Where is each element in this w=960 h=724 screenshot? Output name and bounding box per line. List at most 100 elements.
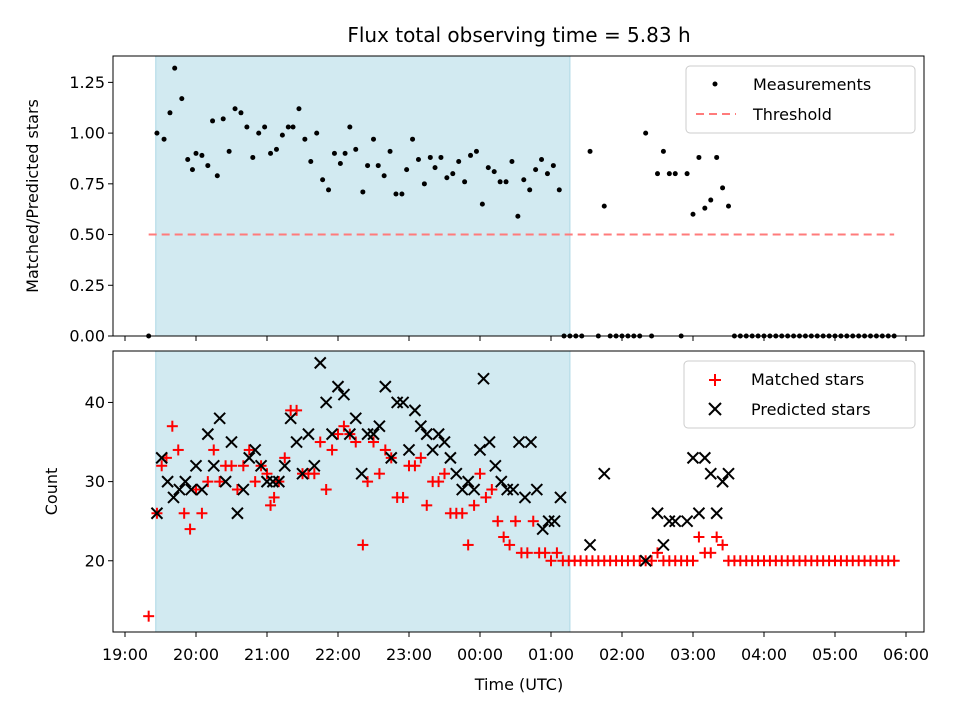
y-tick-label: 0.00 bbox=[69, 327, 105, 346]
predicted-star-point bbox=[467, 483, 481, 496]
x-tick-label: 01:00 bbox=[528, 645, 574, 664]
predicted-star-point bbox=[248, 443, 262, 457]
predicted-star-point bbox=[518, 491, 532, 504]
predicted-star-point bbox=[414, 419, 428, 433]
measurement-point bbox=[250, 154, 256, 160]
legend-label-predicted: Predicted stars bbox=[751, 400, 871, 419]
matched-star-point bbox=[279, 452, 291, 464]
matched-star-point bbox=[521, 547, 533, 559]
measurement-point bbox=[193, 150, 199, 156]
plot-frame-top bbox=[112, 55, 925, 337]
predicted-star-point bbox=[473, 443, 487, 457]
matched-star-point bbox=[705, 547, 717, 559]
measurement-point bbox=[154, 130, 160, 136]
matched-star-point bbox=[462, 539, 474, 551]
measurement-point bbox=[308, 159, 314, 165]
predicted-star-point bbox=[583, 538, 597, 552]
matched-star-point bbox=[166, 420, 178, 432]
measurement-point bbox=[189, 167, 195, 173]
legend-marker-measurements bbox=[712, 81, 718, 87]
panel-counts: 20 30 40 19:00 20:00 21:00 22:00 23:00 00:00 01:… bbox=[42, 350, 929, 664]
matched-star-point bbox=[350, 436, 362, 448]
predicted-star-point bbox=[231, 507, 244, 520]
measurement-point bbox=[643, 130, 649, 136]
x-tick-label: 04:00 bbox=[741, 645, 787, 664]
matched-star-point bbox=[646, 555, 658, 567]
measurement-point bbox=[161, 136, 167, 142]
predicted-star-point bbox=[319, 396, 333, 409]
matched-star-point bbox=[143, 610, 155, 622]
predicted-star-point bbox=[548, 514, 561, 528]
matched-star-point bbox=[693, 531, 705, 543]
predicted-star-point bbox=[349, 412, 362, 425]
x-tick-label: 21:00 bbox=[244, 645, 290, 664]
measurement-point bbox=[503, 179, 509, 185]
matched-star-point bbox=[208, 444, 220, 456]
measurement-point bbox=[450, 171, 456, 177]
measurement-point bbox=[314, 130, 320, 136]
measurement-point bbox=[256, 130, 262, 136]
predicted-star-point bbox=[201, 427, 215, 441]
y-tick-label: 0.50 bbox=[69, 225, 105, 244]
matched-star-point bbox=[156, 460, 168, 472]
predicted-star-point bbox=[207, 459, 220, 472]
y-tick-label: 40 bbox=[85, 393, 105, 412]
measurement-point bbox=[353, 146, 359, 152]
measurement-point bbox=[381, 173, 387, 179]
measurement-point bbox=[302, 136, 308, 142]
predicted-star-point bbox=[179, 475, 192, 488]
predicted-star-point bbox=[438, 435, 451, 449]
predicted-star-point bbox=[278, 459, 291, 472]
predicted-star-point bbox=[536, 522, 549, 536]
legend-label-measurements: Measurements bbox=[753, 75, 871, 94]
predicted-star-point bbox=[408, 404, 422, 417]
predicted-star-point bbox=[483, 435, 496, 449]
matched-star-point bbox=[397, 491, 409, 503]
matched-star-point bbox=[184, 523, 196, 535]
predicted-star-point bbox=[506, 483, 520, 496]
matched-star-point bbox=[888, 555, 900, 567]
measurement-point bbox=[432, 165, 438, 171]
measurement-point bbox=[371, 136, 376, 142]
measurement-point bbox=[262, 124, 268, 130]
predicted-star-point bbox=[477, 372, 490, 385]
predicted-star-point bbox=[379, 380, 392, 393]
predicted-star-point bbox=[260, 475, 274, 488]
shaded-observing-window bbox=[155, 55, 571, 337]
legend-label-threshold: Threshold bbox=[752, 105, 832, 124]
measurement-point bbox=[497, 179, 503, 185]
predicted-star-point bbox=[495, 475, 508, 488]
measurement-point bbox=[214, 173, 220, 179]
matched-star-point bbox=[409, 460, 421, 472]
predicted-star-point bbox=[213, 412, 226, 425]
predicted-star-point bbox=[325, 427, 339, 441]
matched-star-point bbox=[291, 404, 303, 416]
measurement-point bbox=[539, 156, 545, 162]
plot-frame-bottom bbox=[112, 350, 925, 633]
matched-star-point bbox=[172, 444, 184, 456]
x-tick-label: 06:00 bbox=[883, 645, 929, 664]
predicted-star-point bbox=[598, 467, 611, 480]
matched-star-point bbox=[415, 452, 427, 464]
measurement-point bbox=[410, 136, 416, 142]
measurement-point bbox=[393, 191, 399, 197]
predicted-star-point bbox=[173, 483, 186, 496]
measurement-point bbox=[556, 187, 562, 193]
matched-star-point bbox=[332, 428, 344, 440]
matched-star-point bbox=[243, 444, 255, 456]
measurement-point bbox=[331, 150, 337, 156]
matched-star-point bbox=[433, 476, 445, 488]
x-tick-label: 23:00 bbox=[386, 645, 432, 664]
y-axis-label-top: Matched/Predicted stars bbox=[23, 99, 42, 293]
predicted-star-point bbox=[331, 380, 345, 393]
matched-star-point bbox=[308, 468, 320, 480]
legend-bottom: Matched stars Predicted stars bbox=[683, 360, 916, 429]
predicted-star-point bbox=[420, 427, 433, 441]
measurement-point bbox=[468, 152, 474, 158]
measurement-point bbox=[601, 203, 607, 209]
predicted-star-point bbox=[185, 483, 198, 496]
predicted-star-point bbox=[704, 467, 717, 480]
matched-star-point bbox=[178, 507, 190, 519]
measurement-point bbox=[337, 161, 343, 167]
measurement-point bbox=[365, 163, 371, 169]
